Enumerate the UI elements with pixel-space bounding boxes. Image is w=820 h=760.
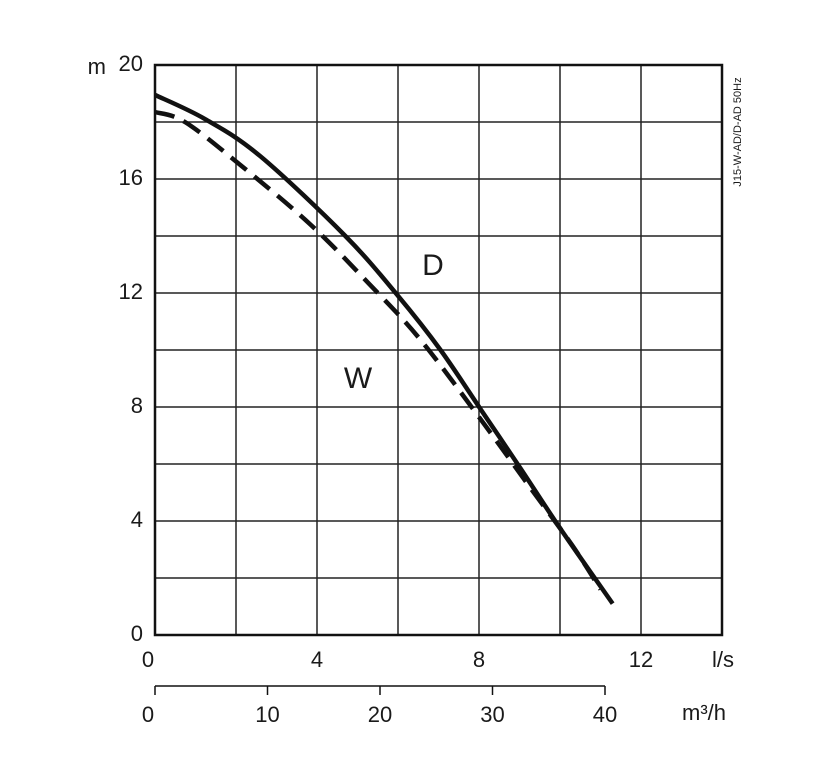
x2-tick-label: 20: [368, 702, 392, 727]
x2-tick-label: 0: [142, 702, 154, 727]
x2-tick-label: 10: [255, 702, 279, 727]
y-tick-label: 20: [119, 51, 143, 76]
x-tick-label: 4: [311, 647, 323, 672]
series-label: W: [344, 362, 373, 395]
x-axis-label: l/s: [712, 647, 734, 672]
y-tick-label: 4: [131, 507, 143, 532]
x-tick-label: 0: [142, 647, 154, 672]
x-tick-label: 8: [473, 647, 485, 672]
y-tick-label: 16: [119, 165, 143, 190]
y-tick-label: 0: [131, 621, 143, 646]
y-tick-label: 8: [131, 393, 143, 418]
side-note: J15-W-AD/D-AD 50Hz: [732, 77, 744, 186]
y-tick-label: 12: [119, 279, 143, 304]
x2-tick-label: 40: [593, 702, 617, 727]
series-label: D: [422, 249, 444, 282]
x2-axis-label: m³/h: [682, 700, 726, 725]
plot-frame: [153, 63, 724, 637]
y-axis-label: m: [88, 54, 106, 79]
x2-tick-label: 30: [480, 702, 504, 727]
x-tick-label: 12: [629, 647, 653, 672]
series-line: [154, 109, 603, 591]
